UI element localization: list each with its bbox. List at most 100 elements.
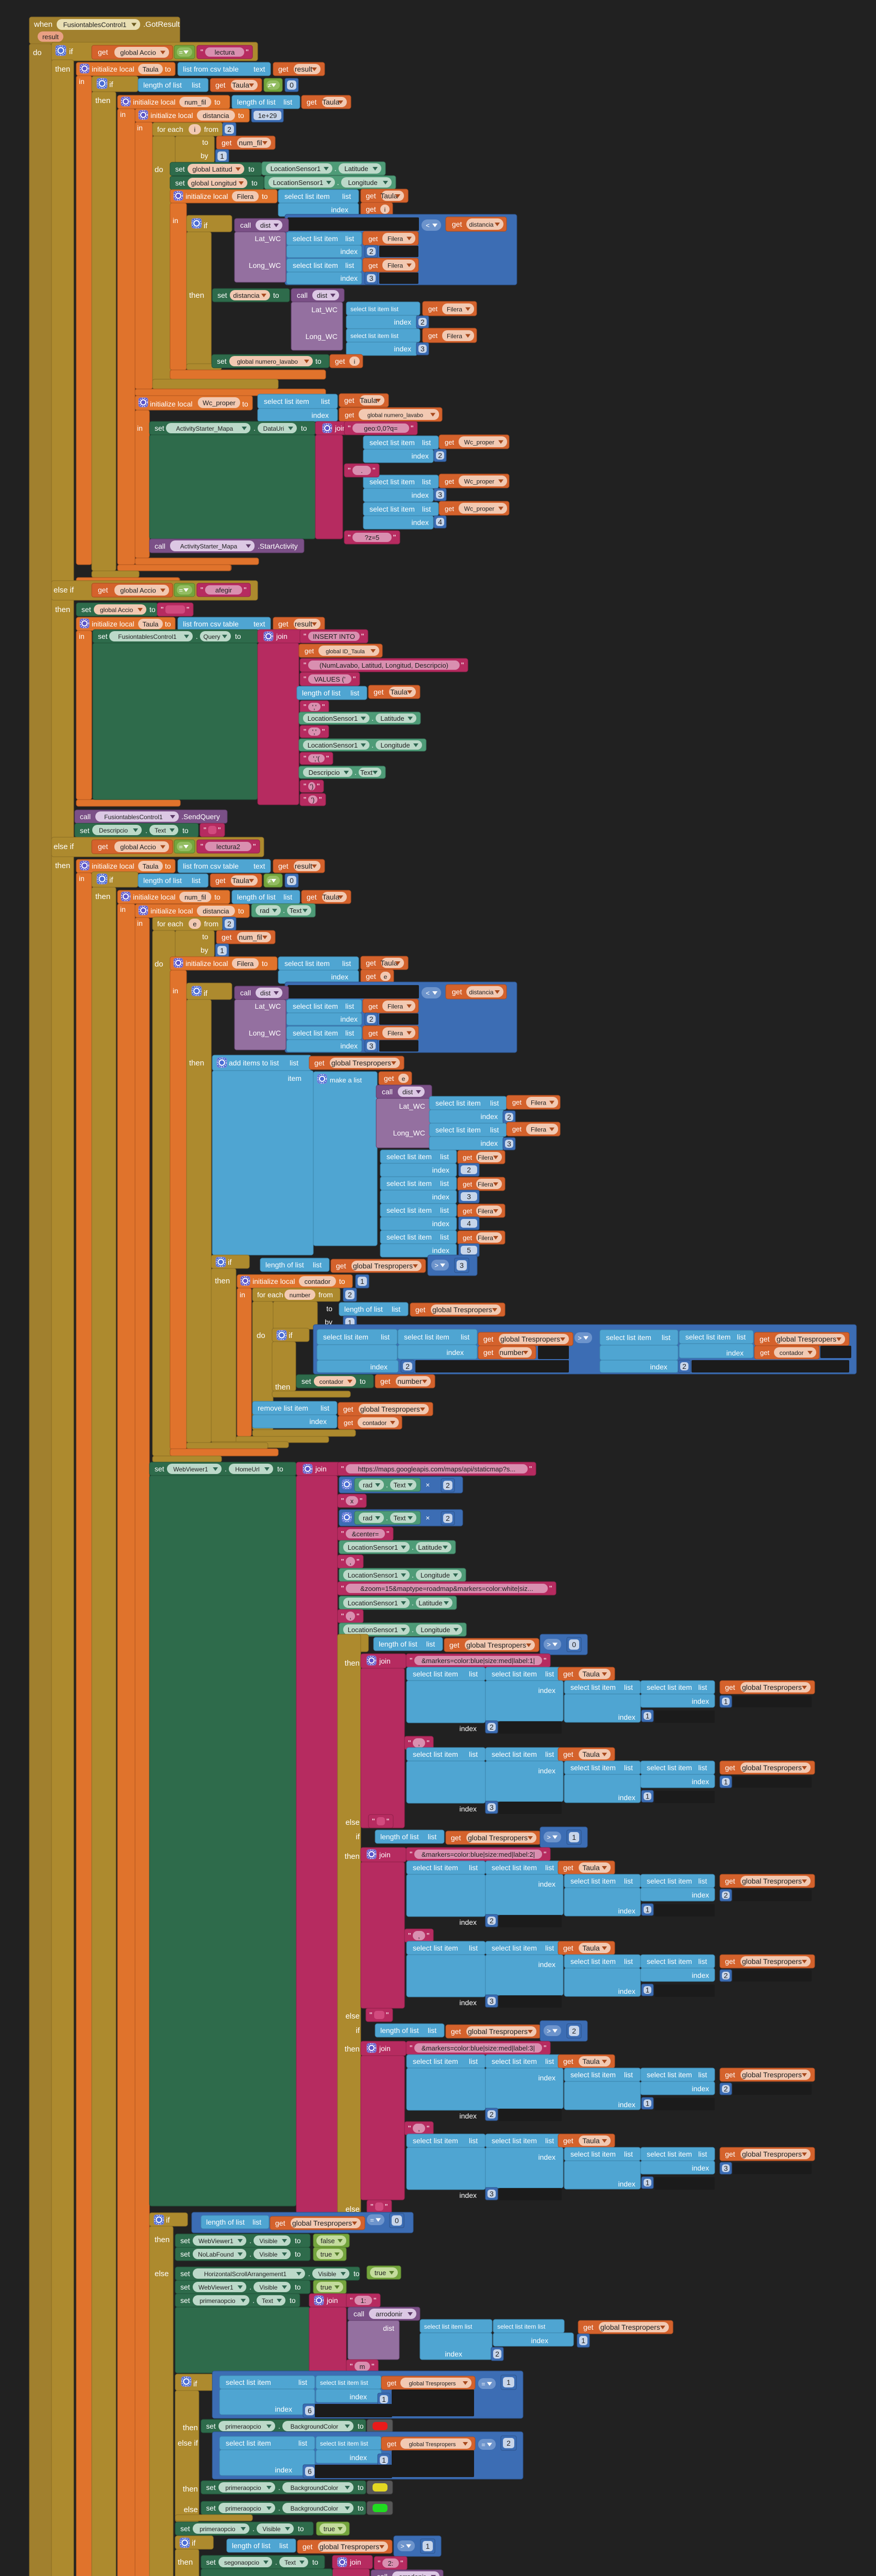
svg-text:4: 4 bbox=[438, 518, 442, 526]
svg-text:then: then bbox=[345, 1852, 360, 1861]
svg-text:select list item: select list item bbox=[570, 1877, 616, 1885]
svg-text:get: get bbox=[222, 139, 232, 147]
svg-text:0: 0 bbox=[395, 2216, 399, 2225]
svg-text:": " bbox=[408, 1931, 411, 1940]
svg-text:to: to bbox=[251, 179, 258, 187]
svg-text:length of list: length of list bbox=[206, 2218, 245, 2226]
svg-text:HomeUrl: HomeUrl bbox=[235, 1466, 259, 1473]
svg-text:Taula: Taula bbox=[390, 688, 408, 696]
svg-text:segonaopcio: segonaopcio bbox=[224, 2559, 259, 2566]
svg-text:Text: Text bbox=[290, 907, 302, 914]
svg-text:1: 1 bbox=[382, 2395, 386, 2403]
svg-text:select list item: select list item bbox=[647, 2150, 692, 2158]
svg-text:6: 6 bbox=[308, 2406, 312, 2415]
svg-text:global Longitud: global Longitud bbox=[191, 179, 237, 187]
svg-text:rad: rad bbox=[260, 907, 269, 914]
svg-text:set: set bbox=[217, 291, 227, 299]
svg-text:index: index bbox=[692, 1971, 709, 1979]
svg-text:Filera: Filera bbox=[447, 306, 462, 313]
svg-text:Filera: Filera bbox=[388, 262, 403, 269]
svg-text:": " bbox=[341, 1584, 344, 1593]
svg-text:>: > bbox=[547, 2027, 551, 2035]
svg-text:≠: ≠ bbox=[267, 877, 271, 885]
svg-text:": " bbox=[410, 1850, 412, 1859]
svg-text:>: > bbox=[434, 1262, 439, 1269]
svg-text:call: call bbox=[382, 1088, 393, 1096]
svg-text:to: to bbox=[295, 2283, 301, 2291]
svg-text:": " bbox=[341, 1557, 344, 1566]
svg-text:WebViewer1: WebViewer1 bbox=[198, 2284, 233, 2291]
svg-text:call: call bbox=[155, 542, 165, 550]
svg-text:get: get bbox=[760, 1349, 769, 1357]
svg-text:": " bbox=[204, 826, 206, 835]
svg-text:to: to bbox=[165, 862, 171, 870]
svg-text:to: to bbox=[262, 959, 268, 968]
svg-text:get: get bbox=[278, 862, 289, 870]
svg-text:index: index bbox=[432, 1193, 449, 1201]
svg-text:": " bbox=[304, 795, 306, 804]
svg-text:.: . bbox=[278, 2504, 280, 2512]
svg-text:index: index bbox=[341, 1042, 358, 1050]
svg-text:Filera: Filera bbox=[388, 1030, 403, 1037]
svg-text:in: in bbox=[137, 424, 143, 432]
svg-text:then: then bbox=[275, 1383, 290, 1392]
svg-text:if: if bbox=[109, 80, 113, 89]
svg-text:Filera: Filera bbox=[478, 1208, 493, 1215]
svg-text:index: index bbox=[538, 1767, 555, 1775]
svg-text:to: to bbox=[301, 424, 307, 432]
svg-text:to: to bbox=[295, 2250, 301, 2258]
svg-text:list: list bbox=[345, 1029, 354, 1037]
svg-text:3: 3 bbox=[490, 2190, 494, 2198]
svg-text:global numero_lavabo: global numero_lavabo bbox=[367, 413, 423, 419]
svg-text:list: list bbox=[469, 2137, 478, 2145]
svg-text:for each: for each bbox=[257, 1291, 283, 1299]
svg-text:get: get bbox=[512, 1098, 521, 1106]
svg-text:list: list bbox=[624, 1957, 633, 1965]
svg-text:by: by bbox=[325, 1318, 332, 1326]
svg-text:Lat_WC: Lat_WC bbox=[311, 306, 338, 314]
svg-text:index: index bbox=[618, 1793, 635, 1802]
svg-text:list: list bbox=[192, 81, 200, 89]
svg-text:=: = bbox=[481, 2380, 485, 2388]
svg-text:by: by bbox=[200, 946, 208, 954]
svg-text:list: list bbox=[381, 1333, 390, 1341]
svg-text:index: index bbox=[331, 206, 348, 214]
svg-text:index: index bbox=[460, 1918, 477, 1926]
svg-text:get: get bbox=[452, 220, 462, 228]
svg-text:list: list bbox=[469, 1863, 478, 1872]
svg-text:list: list bbox=[440, 1233, 449, 1241]
svg-text:LocationSensor1: LocationSensor1 bbox=[348, 1626, 398, 1634]
svg-text:text: text bbox=[254, 862, 265, 870]
svg-text:to: to bbox=[298, 2524, 304, 2533]
svg-text:Wc_proper: Wc_proper bbox=[203, 399, 235, 407]
svg-text:": " bbox=[461, 661, 464, 670]
svg-text:join: join bbox=[379, 1851, 391, 1859]
svg-text:distancia: distancia bbox=[203, 112, 229, 120]
svg-text:if: if bbox=[289, 1331, 293, 1340]
svg-text:to: to bbox=[214, 98, 221, 106]
svg-text:initialize local: initialize local bbox=[92, 620, 134, 628]
svg-text:>: > bbox=[547, 1641, 551, 1649]
svg-text:select list item: select list item bbox=[647, 1683, 692, 1691]
svg-text:select list item: select list item bbox=[226, 2439, 271, 2447]
svg-text:2: 2 bbox=[438, 451, 442, 460]
svg-text:": " bbox=[544, 2044, 546, 2053]
svg-text:do: do bbox=[257, 1331, 265, 1340]
svg-text:2: 2 bbox=[227, 920, 231, 928]
svg-text:.: . bbox=[254, 424, 256, 432]
svg-text:select list item: select list item bbox=[570, 1957, 616, 1965]
svg-text:get: get bbox=[445, 505, 454, 513]
svg-text:to: to bbox=[295, 2236, 301, 2245]
svg-text:": " bbox=[218, 826, 221, 835]
svg-text:get: get bbox=[278, 620, 289, 628]
svg-text:text: text bbox=[254, 65, 265, 73]
svg-text:": " bbox=[348, 533, 350, 542]
svg-text:": " bbox=[361, 632, 364, 641]
svg-text:LocationSensor1: LocationSensor1 bbox=[348, 1571, 398, 1579]
svg-text:Longitude: Longitude bbox=[420, 1626, 450, 1634]
svg-text:get: get bbox=[563, 2137, 574, 2145]
svg-text:set: set bbox=[180, 2283, 190, 2291]
svg-text:Taula: Taula bbox=[142, 862, 159, 870]
svg-text:list: list bbox=[283, 98, 292, 106]
svg-text:global Accio: global Accio bbox=[120, 49, 156, 57]
